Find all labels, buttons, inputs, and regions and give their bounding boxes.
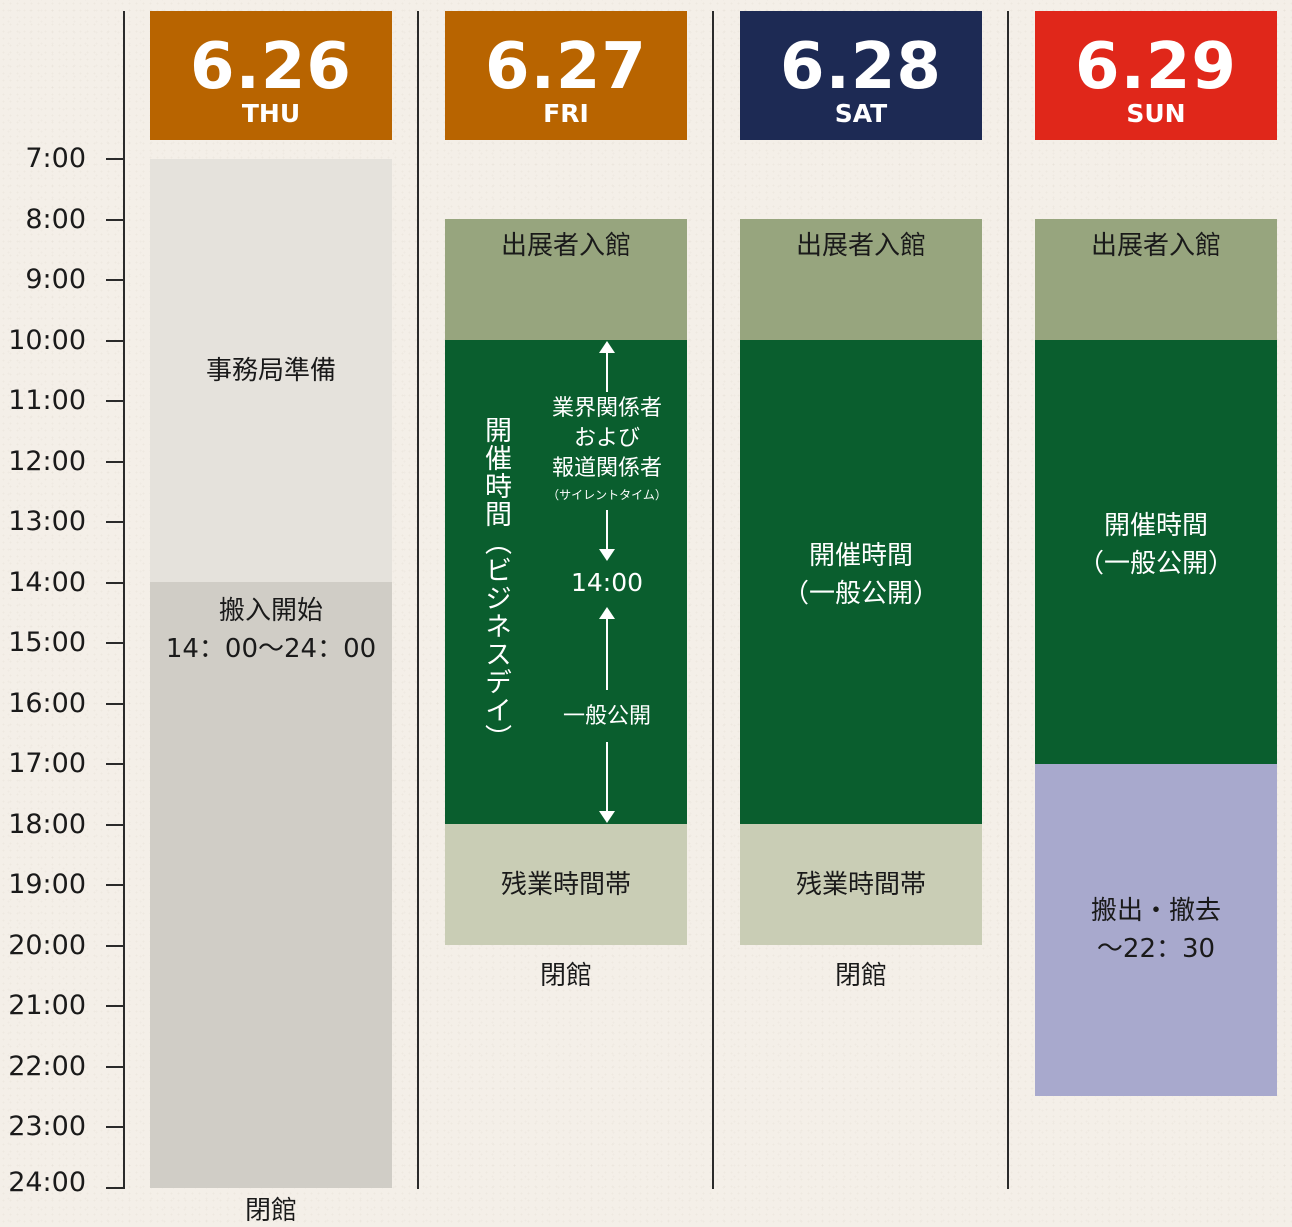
sat-entry-label: 出展者入館 — [795, 231, 926, 261]
fri-biz-line1: 業界関係者 — [551, 396, 662, 421]
thu-move-in-label: 搬入開始 — [218, 596, 323, 626]
fri-public-label: 一般公開 — [562, 704, 651, 729]
fri-biz-note: （サイレントタイム） — [547, 488, 667, 502]
arrow-up-icon — [599, 607, 615, 619]
arrow-line — [606, 742, 608, 812]
sun-move-out-line2: 〜22：30 — [1096, 934, 1216, 964]
time-tick — [106, 1065, 124, 1068]
time-label: 21:00 — [8, 990, 86, 1021]
time-label: 11:00 — [8, 385, 86, 416]
sun-open-line1: 開催時間 — [1103, 511, 1208, 541]
fri-biz-line3: 報道関係者 — [551, 456, 662, 481]
time-label: 17:00 — [8, 748, 86, 779]
time-label: 23:00 — [8, 1111, 86, 1142]
time-tick — [106, 218, 124, 221]
column-divider — [417, 11, 419, 1189]
time-label: 22:00 — [8, 1050, 86, 1082]
time-tick — [106, 339, 124, 342]
time-tick — [106, 1186, 124, 1189]
thu-prep-block: 事務局準備 — [150, 159, 392, 582]
time-tick — [106, 400, 124, 402]
fri-entry-label: 出展者入館 — [500, 231, 631, 261]
fri-overtime-block: 残業時間帯 — [445, 824, 687, 945]
thu-move-in-time: 14：00〜24：00 — [165, 634, 377, 664]
time-label: 20:00 — [8, 929, 86, 961]
fri-closed-label: 閉館 — [539, 961, 592, 991]
column-divider — [1007, 11, 1009, 1189]
fri-switch-time: 14:00 — [570, 568, 644, 597]
day-of-week: FRI — [543, 99, 589, 128]
day-date: 6.26 — [190, 30, 352, 104]
time-tick — [106, 581, 124, 584]
time-label: 13:00 — [8, 506, 86, 537]
arrow-line — [606, 510, 608, 550]
day-date: 6.28 — [780, 30, 942, 104]
sun-move-out-block: 搬出・撤去 〜22：30 — [1035, 764, 1277, 1096]
time-label: 18:00 — [8, 808, 86, 840]
sun-move-out-line1: 搬出・撤去 — [1090, 896, 1221, 926]
arrow-line — [606, 618, 608, 690]
sat-entry-block: 出展者入館 — [740, 219, 982, 340]
time-tick — [106, 702, 124, 705]
time-tick — [106, 1126, 124, 1128]
fri-entry-block: 出展者入館 — [445, 219, 687, 340]
time-label: 8:00 — [25, 203, 86, 235]
time-tick — [106, 884, 124, 886]
thu-move-in-block: 搬入開始 14：00〜24：00 — [150, 582, 392, 1188]
sun-entry-block: 出展者入館 — [1035, 219, 1277, 340]
arrow-down-icon — [599, 811, 615, 823]
fri-open-vertical-label: 開催時間（ビジネスデイ） — [480, 416, 511, 752]
sat-open-line2: （一般公開） — [782, 579, 939, 609]
sat-overtime-block: 残業時間帯 — [740, 824, 982, 945]
arrow-down-icon — [599, 549, 615, 561]
time-label: 7:00 — [25, 143, 86, 174]
fri-overtime-label: 残業時間帯 — [500, 869, 631, 900]
time-tick — [106, 823, 124, 826]
day-of-week: SAT — [834, 99, 888, 128]
thu-prep-label: 事務局準備 — [205, 355, 336, 386]
arrow-line — [606, 352, 608, 392]
arrow-up-icon — [599, 341, 615, 353]
sun-open-line2: （一般公開） — [1077, 549, 1234, 579]
day-of-week: SUN — [1126, 99, 1186, 128]
thu-closed-label-cut: 閉館 — [244, 1196, 297, 1226]
time-label: 24:00 — [8, 1167, 86, 1198]
day-of-week: THU — [241, 99, 301, 128]
day-header-thu: 6.26 THU — [150, 11, 392, 140]
time-label: 16:00 — [8, 687, 86, 719]
day-date: 6.29 — [1075, 30, 1237, 104]
sat-open-block: 開催時間 （一般公開） — [740, 340, 982, 824]
time-tick — [106, 944, 124, 947]
sun-entry-label: 出展者入館 — [1090, 231, 1221, 261]
time-label: 15:00 — [8, 627, 86, 658]
sat-closed-label: 閉館 — [834, 961, 887, 991]
sun-open-block: 開催時間 （一般公開） — [1035, 340, 1277, 764]
time-tick — [106, 763, 124, 765]
day-header-sun: 6.29 SUN — [1035, 11, 1277, 140]
fri-biz-line2: および — [573, 426, 640, 451]
time-label: 10:00 — [8, 324, 86, 356]
time-tick — [106, 158, 124, 160]
time-tick — [106, 642, 124, 644]
time-label: 12:00 — [8, 445, 86, 477]
time-label: 19:00 — [8, 869, 86, 900]
day-header-sat: 6.28 SAT — [740, 11, 982, 140]
fri-open-block — [445, 340, 687, 824]
time-axis-line — [123, 11, 125, 1189]
sat-open-line1: 開催時間 — [808, 541, 913, 571]
time-tick — [106, 1005, 124, 1007]
column-divider — [712, 11, 714, 1189]
time-tick — [106, 279, 124, 281]
time-label: 9:00 — [25, 264, 86, 295]
time-tick — [106, 460, 124, 463]
day-date: 6.27 — [485, 30, 647, 104]
time-tick — [106, 521, 124, 523]
time-label: 14:00 — [8, 566, 86, 598]
sat-overtime-label: 残業時間帯 — [795, 869, 926, 900]
day-header-fri: 6.27 FRI — [445, 11, 687, 140]
